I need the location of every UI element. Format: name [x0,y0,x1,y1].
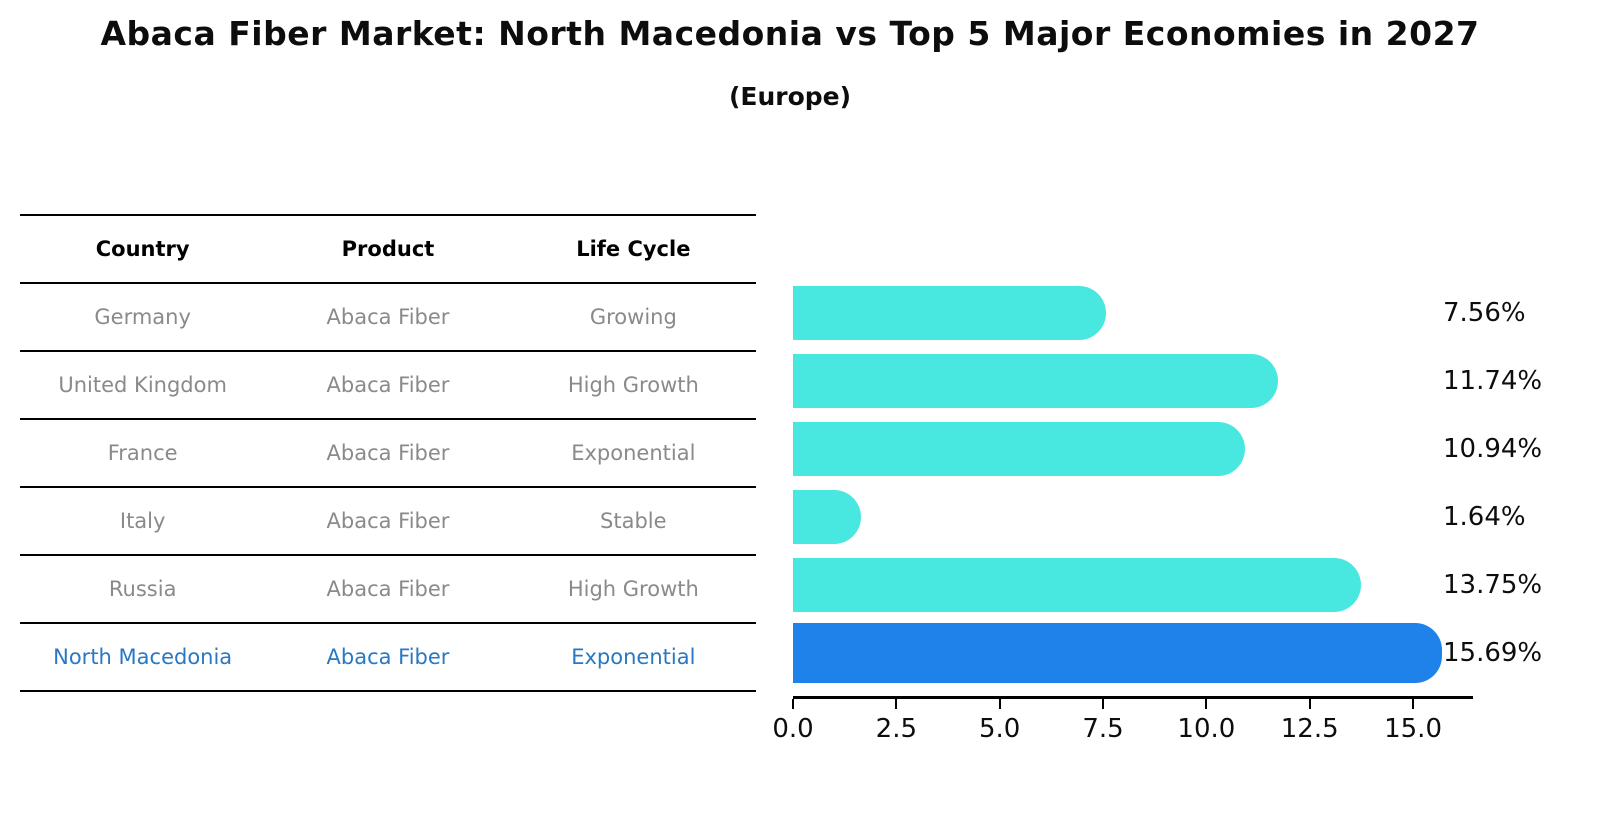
chart-title: Abaca Fiber Market: North Macedonia vs T… [100,14,1480,53]
bar-russia [793,558,1362,612]
bar-row: 11.74% [793,347,1542,415]
cell-life-cycle: Exponential [571,441,696,465]
x-axis-tick-label: 12.5 [1280,714,1339,744]
cell-country: Russia [108,577,177,601]
x-axis-tick-mark [1205,699,1208,709]
x-axis-tick-label: 15.0 [1384,714,1442,744]
cell-life-cycle: Stable [600,509,667,533]
bar-value-label: 7.56% [1443,298,1526,328]
x-axis-line [793,696,1473,699]
cell-product: Abaca Fiber [326,305,450,329]
header-product: Product [341,237,435,261]
cell-country: North Macedonia [53,645,233,669]
header-country: Country [95,237,190,261]
x-axis-tick-label: 10.0 [1177,714,1236,744]
x-axis: 0.0 2.5 5.0 7.5 10.0 12.5 15.0 [772,696,1473,766]
x-axis-tick-label: 0.0 [772,714,814,744]
bar-italy [793,490,861,544]
header-life-cycle: Life Cycle [576,237,691,261]
country-table: Country Product Life Cycle Germany Abaca… [20,214,756,692]
x-axis-tick-mark [792,699,794,709]
bar-row: 13.75% [793,551,1542,619]
table-row: Russia Abaca Fiber High Growth [20,556,756,624]
bar-france [793,422,1246,476]
table-header-row: Country Product Life Cycle [20,216,756,284]
cell-product: Abaca Fiber [326,645,450,669]
bar-value-label: 11.74% [1443,366,1543,396]
cell-life-cycle: High Growth [567,577,699,601]
cell-life-cycle: High Growth [567,373,699,397]
table-row: Germany Abaca Fiber Growing [20,284,756,352]
x-axis-tick-mark [1102,699,1105,709]
cell-product: Abaca Fiber [326,373,450,397]
bar-value-label: 1.64% [1443,502,1526,532]
table-row: United Kingdom Abaca Fiber High Growth [20,352,756,420]
chart-subtitle: (Europe) [728,82,852,111]
x-axis-tick-label: 5.0 [978,714,1021,744]
bar-value-label: 10.94% [1443,434,1543,464]
x-axis-tick-label: 7.5 [1082,714,1124,744]
table-row: France Abaca Fiber Exponential [20,420,756,488]
bar-row: 15.69% [793,619,1542,687]
table-row: Italy Abaca Fiber Stable [20,488,756,556]
cell-country: United Kingdom [58,373,227,397]
cell-country: France [107,441,178,465]
bar-value-label: 13.75% [1443,570,1543,600]
bar-chart: 7.56% 11.74% 10.94% 1.64% 13.75% 15.69% … [772,279,1603,769]
x-axis-tick-mark [1308,699,1311,709]
bar-row: 1.64% [793,483,1526,551]
x-axis-tick-mark [998,699,1001,709]
x-axis-tick-label: 2.5 [875,714,918,744]
cell-product: Abaca Fiber [326,577,450,601]
cell-product: Abaca Fiber [326,509,450,533]
bar-value-label: 15.69% [1443,638,1543,668]
bar-row: 7.56% [793,279,1526,347]
bar-row: 10.94% [793,415,1542,483]
cell-life-cycle: Growing [589,305,677,329]
bar-germany [793,286,1106,340]
cell-country: Germany [94,305,191,329]
x-axis-tick-mark [1412,699,1415,709]
cell-life-cycle: Exponential [571,645,696,669]
bar-united-kingdom [793,354,1279,408]
x-axis-tick-mark [895,699,898,709]
table-row-north-macedonia: North Macedonia Abaca Fiber Exponential [20,624,756,692]
bar-north-macedonia [793,623,1442,683]
cell-product: Abaca Fiber [326,441,450,465]
cell-country: Italy [119,509,166,533]
